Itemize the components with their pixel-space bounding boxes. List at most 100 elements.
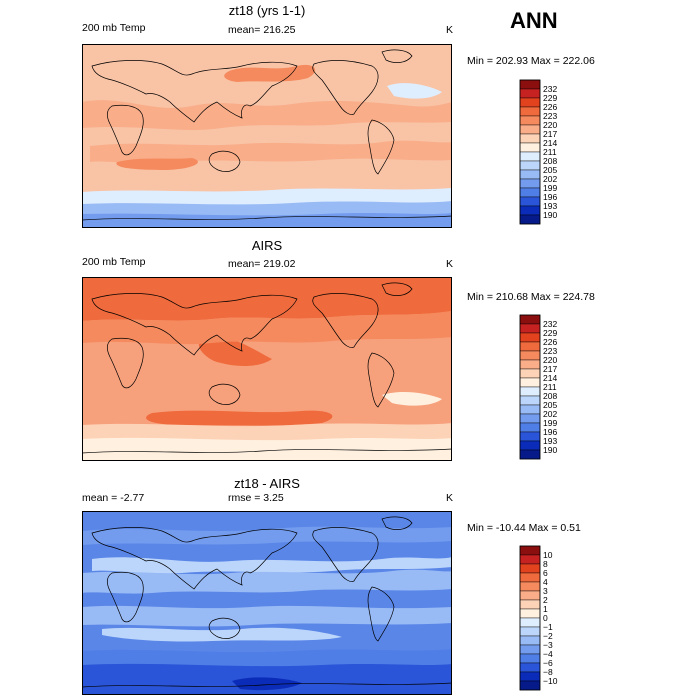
- north-america-coast: [312, 293, 379, 348]
- colorbar-tick-label: 196: [543, 192, 557, 202]
- panel-model-map: [82, 44, 452, 228]
- colorbar-swatch: [519, 572, 541, 583]
- antarctica-coast: [82, 448, 452, 454]
- panel-diff-units: K: [446, 492, 454, 504]
- colorbar-tick-label: 205: [543, 400, 557, 410]
- colorbar-swatch: [519, 635, 541, 646]
- north-america-coast: [312, 60, 379, 115]
- colorbar-tick-label: −1: [543, 622, 553, 632]
- colorbar-tick-label: 232: [543, 84, 557, 94]
- colorbar-tick-label: 0: [543, 613, 548, 623]
- colorbar-swatch: [519, 160, 541, 171]
- colorbar-tick-label: 202: [543, 174, 557, 184]
- colorbar-tick-label: −10: [543, 676, 558, 686]
- colorbar-tick-label: 211: [543, 147, 557, 157]
- colorbar-tick-label: 217: [543, 129, 557, 139]
- colorbar-tick-label: 10: [543, 550, 553, 560]
- colorbar-swatch: [519, 626, 541, 637]
- colorbar-swatch: [519, 350, 541, 361]
- contour-band: [82, 277, 452, 321]
- panel-model-units: K: [446, 24, 454, 36]
- greenland-coast: [381, 282, 413, 296]
- contour-band: [146, 410, 333, 426]
- colorbar-swatch: [519, 563, 541, 574]
- colorbar-swatch: [519, 413, 541, 424]
- contour-band: [232, 677, 302, 691]
- panel-diff-minmax: Min = -10.44 Max = 0.51: [467, 522, 581, 534]
- panel-obs-mean-label: mean= 219.02: [228, 258, 296, 270]
- colorbar-swatch: [519, 653, 541, 664]
- colorbar-swatch: [519, 169, 541, 180]
- colorbar-swatch: [519, 662, 541, 673]
- contour-band: [82, 437, 452, 461]
- contour-band: [116, 158, 198, 170]
- greenland-coast: [381, 516, 413, 530]
- south-america-coast: [367, 352, 395, 408]
- coastlines: [82, 516, 452, 688]
- colorbar-tick-label: 2: [543, 595, 548, 605]
- contour-band: [82, 605, 452, 627]
- colorbar-swatch: [519, 133, 541, 144]
- eurasia-coast: [91, 60, 298, 123]
- colorbar-swatch: [519, 590, 541, 601]
- contour-band: [82, 100, 452, 130]
- south-america-coast: [367, 119, 395, 175]
- colorbar-tick-label: 6: [543, 568, 548, 578]
- panel-diff-rmse-label: rmse = 3.25: [228, 492, 284, 504]
- colorbar-tick-label: 199: [543, 418, 557, 428]
- contour-band: [198, 336, 272, 366]
- colorbar-swatch: [519, 581, 541, 592]
- colorbar-swatch: [519, 205, 541, 216]
- colorbar-tick-label: 190: [543, 210, 557, 220]
- colorbar-swatch: [519, 377, 541, 388]
- colorbar-swatch: [519, 545, 541, 556]
- colorbar-tick-label: −6: [543, 658, 553, 668]
- eurasia-coast: [91, 293, 298, 356]
- panel-obs-units: K: [446, 258, 454, 270]
- colorbar-tick-label: 211: [543, 382, 557, 392]
- colorbar-frame: [519, 314, 541, 460]
- colorbar-swatch: [519, 178, 541, 189]
- colorbar-swatch: [519, 368, 541, 379]
- map-frame: [82, 511, 452, 695]
- panel-obs-title: AIRS: [251, 238, 283, 253]
- colorbar-swatch: [519, 671, 541, 682]
- africa-coast: [106, 571, 144, 623]
- contour-band: [82, 311, 452, 345]
- colorbar-tick-label: 8: [543, 559, 548, 569]
- colorbar-tick-label: 193: [543, 436, 557, 446]
- panel-obs-colorbar: 2322292262232202172142112082052021991961…: [519, 314, 557, 460]
- colorbar-frame: [519, 545, 541, 691]
- colorbar-tick-label: −4: [543, 649, 553, 659]
- colorbar-swatch: [519, 617, 541, 628]
- colorbar-swatch: [519, 314, 541, 325]
- coastlines: [82, 282, 452, 454]
- colorbar-tick-label: 4: [543, 577, 548, 587]
- panel-model-mean-label: mean= 216.25: [228, 24, 296, 36]
- colorbar-swatch: [519, 79, 541, 90]
- colorbar-tick-label: 214: [543, 373, 557, 383]
- colorbar-swatch: [519, 386, 541, 397]
- map-frame: [82, 44, 452, 228]
- colorbar-tick-label: 220: [543, 355, 557, 365]
- colorbar-swatch: [519, 680, 541, 691]
- panel-diff-title: zt18 - AIRS: [234, 476, 300, 491]
- south-america-coast: [367, 586, 395, 642]
- colorbar-tick-label: 202: [543, 409, 557, 419]
- panel-obs-variable-label: 200 mb Temp: [82, 256, 146, 268]
- colorbar-swatch: [519, 395, 541, 406]
- contour-band: [382, 392, 442, 406]
- colorbar-swatch: [519, 88, 541, 99]
- colorbar-tick-label: 196: [543, 427, 557, 437]
- colorbar-swatch: [519, 151, 541, 162]
- colorbar-swatch: [519, 115, 541, 126]
- colorbar-swatch: [519, 97, 541, 108]
- africa-coast: [106, 337, 144, 389]
- australia-coast: [208, 617, 241, 639]
- panel-diff-map: [82, 511, 452, 695]
- colorbar-swatch: [519, 124, 541, 135]
- colorbar-swatch: [519, 599, 541, 610]
- greenland-coast: [381, 49, 413, 63]
- colorbar-tick-label: −3: [543, 640, 553, 650]
